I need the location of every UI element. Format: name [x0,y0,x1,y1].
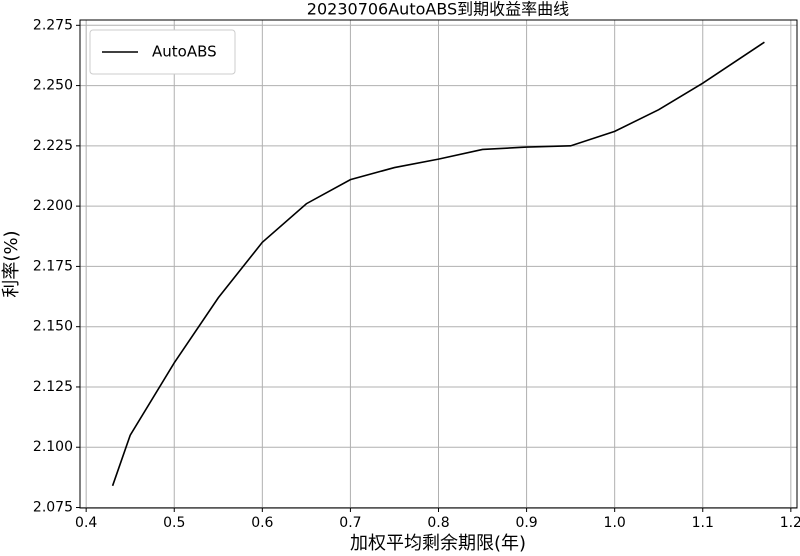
plot-frame [79,19,798,509]
y-tick-label: 2.150 [33,319,73,335]
x-tick-label: 0.8 [427,515,449,531]
y-tick-label: 2.275 [33,17,73,33]
y-tick-label: 2.200 [33,198,73,214]
x-tick-label: 0.6 [251,515,273,531]
y-tick-label: 2.100 [33,439,73,455]
data-line [111,41,765,487]
y-tick-label: 2.250 [33,78,73,94]
x-tick-label: 1.2 [780,515,800,531]
x-tick-label: 0.5 [163,515,185,531]
chart-title: 20230706AutoABS到期收益率曲线 [307,0,569,19]
x-tick-label: 0.4 [75,515,97,531]
x-tick-label: 0.9 [515,515,537,531]
y-tick-label: 2.125 [33,379,73,395]
legend-label: AutoABS [152,43,217,61]
legend-box [89,29,236,75]
x-tick-label: 1.1 [692,515,714,531]
x-axis-label: 加权平均剩余期限(年) [350,533,526,554]
y-axis-label: 利率(%) [1,230,22,297]
y-tick-label: 2.175 [33,258,73,274]
x-tick-label: 1.0 [604,515,626,531]
y-tick-label: 2.225 [33,138,73,154]
y-tick-label: 2.075 [33,500,73,516]
x-tick-label: 0.7 [339,515,361,531]
